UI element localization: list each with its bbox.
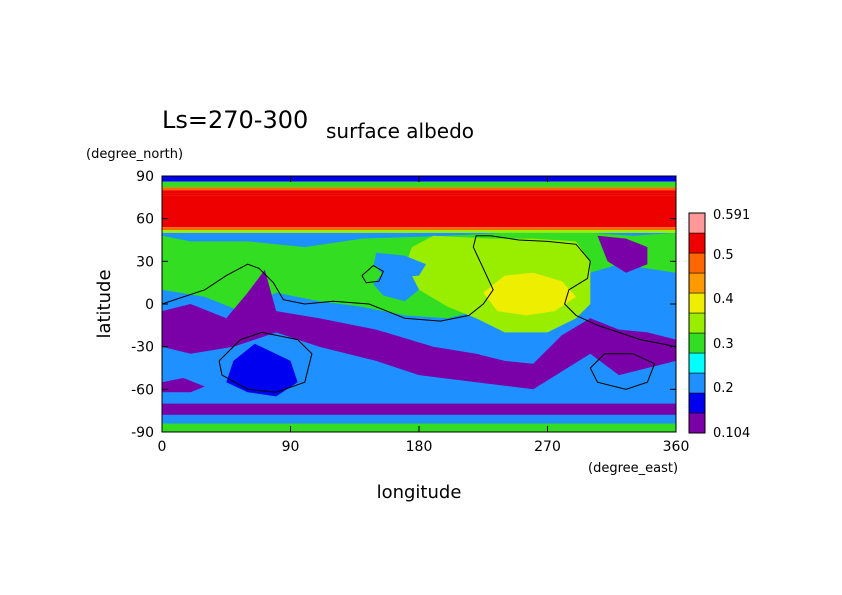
albedo-band-2: [162, 187, 676, 191]
heatmap-plot-area: [162, 176, 676, 432]
y-tick-label-90: 90: [136, 169, 154, 185]
albedo-region-5: [597, 235, 648, 273]
colorbar-label-0.2: 0.2: [713, 381, 734, 396]
albedo-region-3: [304, 360, 362, 383]
colorbar-swatch-6: [688, 292, 706, 314]
x-tick-label-180: 180: [406, 439, 433, 455]
colorbar-swatch-5: [688, 312, 706, 334]
colorbar-swatch-0: [688, 412, 706, 434]
albedo-band-7: [162, 230, 676, 233]
colorbar-swatch-4: [688, 332, 706, 354]
y-tick-label--30: -30: [131, 340, 154, 356]
albedo-region-6: [169, 332, 248, 347]
albedo-region-2: [226, 343, 298, 397]
colorbar-swatch-8: [688, 252, 706, 274]
colorbar-max-label: 0.591: [713, 208, 750, 223]
albedo-band-4: [162, 193, 676, 196]
y-tick-label--90: -90: [131, 425, 154, 441]
x-tick-label-270: 270: [534, 439, 561, 455]
colorbar-min-label: 0.104: [713, 426, 750, 441]
topography-contour-1: [218, 331, 313, 393]
x-unit-label: (degree_east): [588, 461, 678, 476]
y-axis: 90 60 30 0 -30 -60 -90: [131, 169, 676, 441]
x-axis-title: longitude: [377, 482, 462, 503]
y-tick-label-0: 0: [145, 297, 154, 313]
albedo-region-12: [162, 403, 676, 415]
colorbar-swatch-10: [688, 212, 706, 234]
colorbar: [688, 212, 706, 434]
colorbar-swatch-1: [688, 392, 706, 414]
albedo-band-5: [162, 195, 676, 228]
x-tick-label-360: 360: [663, 439, 690, 455]
albedo-region-11: [483, 272, 577, 316]
albedo-region-1: [162, 269, 676, 390]
colorbar-swatch-9: [688, 232, 706, 254]
colorbar-label-0.5: 0.5: [713, 248, 734, 263]
y-tick-label-30: 30: [136, 254, 154, 270]
y-unit-label: (degree_north): [86, 147, 183, 162]
chart-title-variable: surface albedo: [326, 119, 474, 143]
albedo-region-9: [373, 272, 419, 302]
albedo-band-3: [162, 190, 676, 194]
albedo-region-8: [373, 252, 427, 279]
colorbar-swatch-7: [688, 272, 706, 294]
colorbar-frame: [688, 212, 706, 434]
colorbar-swatch-3: [688, 352, 706, 374]
colorbar-labels: 0.591 0.5 0.4 0.3 0.2 0.104: [713, 208, 750, 441]
colorbar-swatch-2: [688, 372, 706, 394]
chart-title-period: Ls=270-300: [162, 106, 308, 134]
topography-contour-2: [589, 353, 656, 390]
x-tick-label-90: 90: [282, 439, 300, 455]
y-tick-label--60: -60: [131, 382, 154, 398]
albedo-band-1: [162, 181, 676, 188]
topography-contour-3: [361, 264, 384, 284]
albedo-region-10: [361, 264, 379, 279]
colorbar-label-0.3: 0.3: [713, 337, 734, 352]
x-tick-label-0: 0: [158, 439, 167, 455]
albedo-region-13: [162, 414, 676, 424]
x-axis: 0 90 180 270 360: [158, 176, 690, 455]
colorbar-label-0.4: 0.4: [713, 292, 734, 307]
albedo-band-6: [162, 227, 676, 231]
topography-contour-0: [162, 235, 676, 348]
y-tick-label-60: 60: [136, 212, 154, 228]
y-axis-title: latitude: [94, 269, 115, 338]
albedo-region-4: [162, 378, 205, 393]
